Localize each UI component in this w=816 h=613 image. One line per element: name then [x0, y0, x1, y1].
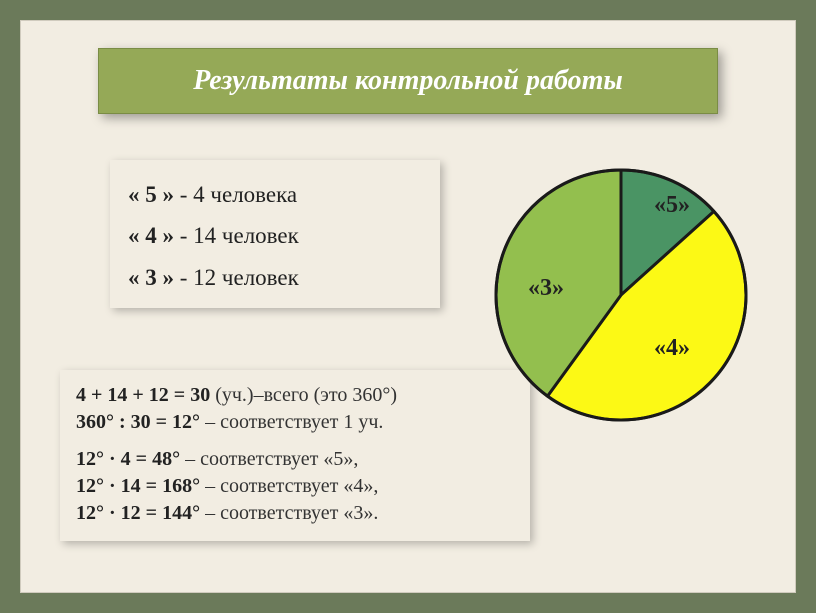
slice-label-5: «5» [654, 192, 690, 219]
calc-line: 12° · 12 = 144° – соответствует «3». [76, 500, 514, 527]
legend-grade: « 4 » [128, 223, 174, 248]
legend-count: 4 человека [193, 182, 297, 207]
calc-bold: 12° · 12 = 144° [76, 502, 200, 524]
calc-rest: – соответствует «4», [200, 475, 378, 497]
calc-card: 4 + 14 + 12 = 30 (уч.)–всего (это 360°) … [60, 370, 530, 541]
calc-line: 12° · 4 = 48° – соответствует «5», [76, 446, 514, 473]
title-text: Результаты контрольной работы [193, 65, 623, 96]
slide: Результаты контрольной работы « 5 » - 4 … [20, 20, 796, 593]
calc-line: 4 + 14 + 12 = 30 (уч.)–всего (это 360°) [76, 382, 514, 409]
slice-label-4: «4» [654, 335, 690, 362]
legend-count: 14 человек [193, 223, 299, 248]
pie-svg [486, 160, 756, 430]
legend-sep: - [174, 223, 193, 248]
calc-bold: 12° · 4 = 48° [76, 448, 180, 470]
legend-grade: « 3 » [128, 265, 174, 290]
calc-rest: – соответствует 1 уч. [200, 411, 383, 433]
calc-rest: (уч.)–всего (это 360°) [210, 384, 397, 406]
title-banner: Результаты контрольной работы [98, 48, 718, 114]
calc-bold: 12° · 14 = 168° [76, 475, 200, 497]
legend-row: « 5 » - 4 человека [128, 174, 422, 215]
calc-rest: – соответствует «5», [180, 448, 358, 470]
legend-count: 12 человек [193, 265, 299, 290]
legend-sep: - [174, 182, 193, 207]
legend-row: « 3 » - 12 человек [128, 257, 422, 298]
legend-row: « 4 » - 14 человек [128, 215, 422, 256]
legend-card: « 5 » - 4 человека « 4 » - 14 человек « … [110, 160, 440, 308]
calc-rest: – соответствует «3». [200, 502, 378, 524]
slice-label-3: «3» [528, 275, 564, 302]
calc-bold: 4 + 14 + 12 = 30 [76, 384, 210, 406]
calc-line: 12° · 14 = 168° – соответствует «4», [76, 473, 514, 500]
calc-bold: 360° : 30 = 12° [76, 411, 200, 433]
legend-sep: - [174, 265, 193, 290]
calc-line: 360° : 30 = 12° – соответствует 1 уч. [76, 409, 514, 436]
pie-chart: «5» «4» «3» [486, 160, 756, 430]
legend-grade: « 5 » [128, 182, 174, 207]
